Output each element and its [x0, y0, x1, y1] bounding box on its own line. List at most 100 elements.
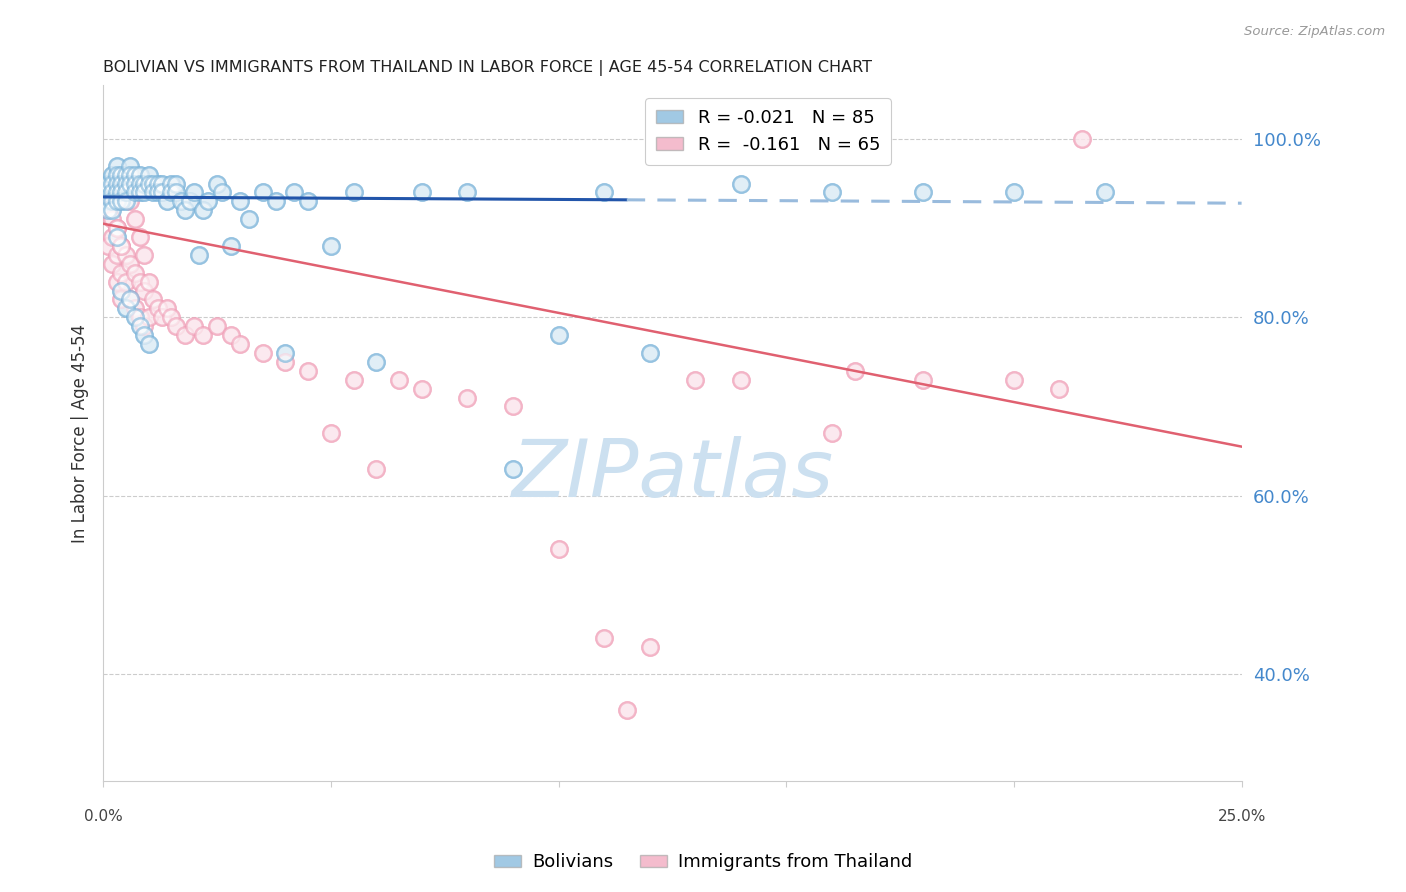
Point	[124, 186, 146, 200]
Point	[183, 319, 205, 334]
Point	[165, 319, 187, 334]
Point	[115, 194, 138, 209]
Point	[160, 310, 183, 325]
Point	[132, 319, 155, 334]
Point	[105, 221, 128, 235]
Point	[205, 177, 228, 191]
Point	[547, 328, 569, 343]
Point	[124, 212, 146, 227]
Point	[110, 239, 132, 253]
Point	[115, 301, 138, 316]
Point	[297, 194, 319, 209]
Point	[115, 168, 138, 182]
Point	[187, 248, 209, 262]
Point	[219, 328, 242, 343]
Point	[101, 203, 124, 218]
Point	[138, 275, 160, 289]
Point	[138, 310, 160, 325]
Point	[297, 194, 319, 209]
Point	[105, 186, 128, 200]
Point	[502, 400, 524, 414]
Point	[342, 186, 364, 200]
Point	[97, 186, 120, 200]
Point	[128, 275, 150, 289]
Point	[366, 462, 388, 476]
Point	[105, 248, 128, 262]
Point	[238, 212, 260, 227]
Point	[205, 177, 228, 191]
Point	[319, 426, 342, 441]
Point	[132, 248, 155, 262]
Point	[124, 266, 146, 280]
Point	[115, 301, 138, 316]
Point	[150, 310, 173, 325]
Point	[502, 462, 524, 476]
Point	[205, 319, 228, 334]
Point	[638, 640, 661, 655]
Point	[411, 186, 433, 200]
Text: 0.0%: 0.0%	[84, 809, 122, 824]
Point	[110, 266, 132, 280]
Point	[142, 293, 165, 307]
Point	[101, 194, 124, 209]
Point	[283, 186, 305, 200]
Point	[238, 212, 260, 227]
Point	[105, 194, 128, 209]
Point	[683, 373, 706, 387]
Point	[115, 168, 138, 182]
Point	[101, 230, 124, 244]
Point	[156, 194, 179, 209]
Point	[97, 194, 120, 209]
Point	[110, 266, 132, 280]
Point	[128, 275, 150, 289]
Point	[128, 177, 150, 191]
Point	[366, 355, 388, 369]
Point	[638, 640, 661, 655]
Point	[297, 364, 319, 378]
Legend: Bolivians, Immigrants from Thailand: Bolivians, Immigrants from Thailand	[486, 847, 920, 879]
Point	[101, 168, 124, 182]
Point	[1002, 186, 1025, 200]
Point	[274, 355, 297, 369]
Point	[730, 177, 752, 191]
Point	[146, 177, 169, 191]
Point	[593, 186, 616, 200]
Point	[150, 186, 173, 200]
Point	[174, 203, 197, 218]
Point	[1071, 132, 1094, 146]
Point	[105, 275, 128, 289]
Point	[146, 301, 169, 316]
Point	[105, 230, 128, 244]
Point	[132, 177, 155, 191]
Point	[124, 266, 146, 280]
Text: 25.0%: 25.0%	[1218, 809, 1265, 824]
Point	[297, 364, 319, 378]
Point	[124, 177, 146, 191]
Point	[274, 355, 297, 369]
Point	[165, 177, 187, 191]
Point	[101, 177, 124, 191]
Point	[138, 168, 160, 182]
Point	[105, 230, 128, 244]
Point	[252, 346, 274, 360]
Point	[156, 301, 179, 316]
Point	[1094, 186, 1116, 200]
Point	[132, 177, 155, 191]
Point	[156, 301, 179, 316]
Point	[211, 186, 233, 200]
Point	[120, 177, 142, 191]
Point	[105, 275, 128, 289]
Point	[169, 194, 191, 209]
Point	[120, 168, 142, 182]
Point	[252, 186, 274, 200]
Point	[110, 284, 132, 298]
Point	[97, 203, 120, 218]
Point	[174, 203, 197, 218]
Point	[110, 239, 132, 253]
Point	[342, 373, 364, 387]
Point	[274, 346, 297, 360]
Point	[101, 194, 124, 209]
Point	[101, 230, 124, 244]
Point	[110, 177, 132, 191]
Point	[132, 328, 155, 343]
